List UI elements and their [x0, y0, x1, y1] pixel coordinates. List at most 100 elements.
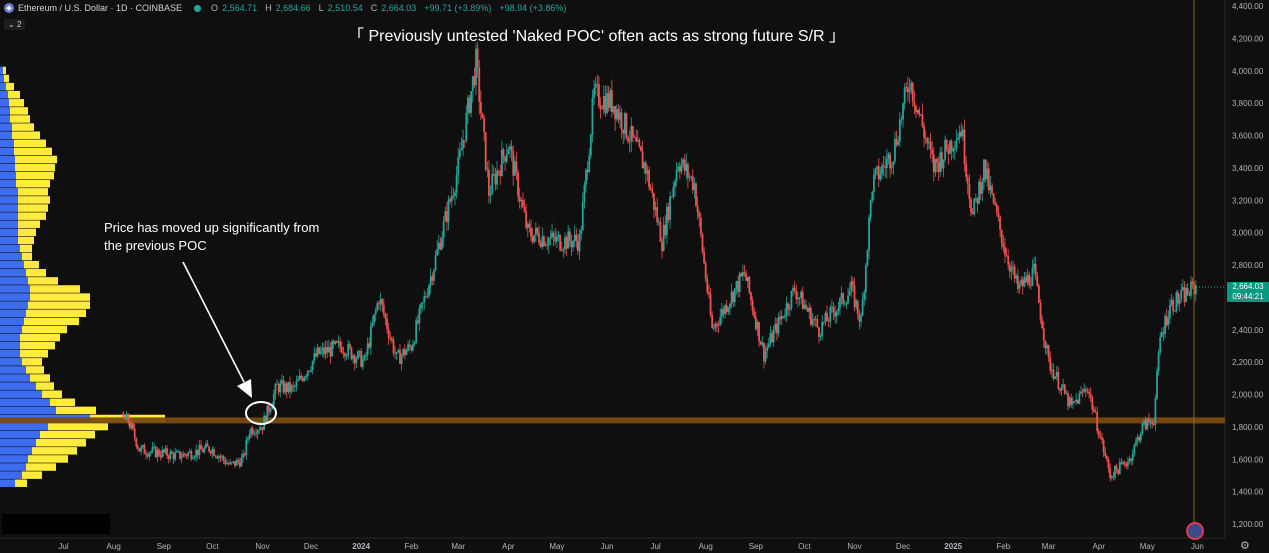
- annotation-arrow-line: [182, 261, 245, 383]
- candle-body: [334, 341, 337, 344]
- candle-body: [740, 273, 743, 276]
- candle-body: [1125, 464, 1128, 467]
- candle-body: [653, 193, 655, 210]
- candle-body: [1156, 371, 1158, 399]
- candle-body: [190, 451, 193, 459]
- candle-body: [188, 451, 191, 453]
- candle-body: [327, 346, 330, 353]
- candle-body: [619, 112, 621, 120]
- candle-body: [628, 141, 631, 143]
- candle-body: [245, 439, 248, 456]
- candle-body: [955, 140, 958, 149]
- candle-body: [754, 317, 757, 330]
- chart-title-annotation: 「 Previously untested 'Naked POC' often …: [348, 28, 846, 45]
- candle-body: [1028, 274, 1031, 286]
- candle-body: [389, 337, 392, 339]
- candle-body: [259, 427, 262, 430]
- candle-body: [300, 375, 303, 379]
- candle-body: [146, 455, 149, 457]
- candle-body: [423, 296, 426, 303]
- indicators-toggle[interactable]: ⌄ 2: [4, 19, 26, 30]
- profile-bar-yellow: [30, 285, 80, 293]
- candle-body: [1086, 391, 1089, 392]
- candle-body: [1054, 376, 1056, 379]
- candle-body: [310, 369, 312, 372]
- x-tick-label: Oct: [206, 542, 219, 551]
- candle-body: [248, 434, 251, 439]
- candle-body: [1138, 436, 1141, 441]
- candle-body: [699, 217, 702, 234]
- candle-body: [735, 281, 738, 289]
- candle-body: [1081, 391, 1084, 393]
- candle-body: [1050, 369, 1053, 371]
- gear-icon[interactable]: ⚙: [1240, 540, 1250, 552]
- candle-body: [984, 159, 987, 180]
- candle-body: [360, 351, 363, 367]
- candle-body: [860, 315, 862, 322]
- candle-body: [1046, 344, 1048, 349]
- candle-body: [795, 291, 798, 300]
- candle-body: [1177, 292, 1179, 304]
- candle-body: [564, 237, 566, 250]
- candle-body: [716, 323, 718, 326]
- candle-body: [449, 199, 452, 202]
- candle-body: [1080, 391, 1082, 394]
- candle-body: [788, 308, 791, 310]
- candle-body: [957, 137, 959, 141]
- candle-body: [517, 172, 519, 197]
- candle-body: [1131, 453, 1134, 461]
- candle-body: [809, 307, 812, 325]
- candle-body: [226, 463, 228, 465]
- candle-body: [1063, 384, 1066, 394]
- candle-body: [632, 126, 634, 137]
- candle-body: [232, 461, 235, 463]
- high-value: 2,684.66: [275, 3, 311, 13]
- us-flag-icon[interactable]: [1186, 522, 1204, 540]
- candle-body: [1130, 458, 1133, 461]
- candle-body: [827, 320, 830, 322]
- candle-body: [1067, 393, 1069, 407]
- candle-body: [1160, 332, 1163, 338]
- profile-bar-yellow: [48, 422, 108, 431]
- candle-body: [1007, 256, 1010, 265]
- candle-body: [193, 456, 196, 459]
- candle-body: [850, 281, 853, 291]
- candle-body: [410, 346, 413, 351]
- candle-body: [280, 380, 283, 384]
- last-price-value: 2,664.03: [1232, 282, 1264, 291]
- candle-body: [1071, 401, 1074, 405]
- candle-body: [591, 97, 594, 135]
- candle-body: [712, 327, 715, 329]
- candle-body: [201, 449, 204, 453]
- candle-body: [378, 303, 380, 305]
- candle-body: [1123, 462, 1126, 465]
- x-tick-label: Jun: [1191, 542, 1204, 551]
- candle-body: [1034, 263, 1037, 277]
- candle-body: [1173, 310, 1176, 312]
- candle-body: [1154, 398, 1157, 425]
- candle-body: [513, 161, 516, 176]
- candle-body: [363, 355, 366, 360]
- x-tick-label: May: [549, 542, 564, 551]
- profile-bar-yellow: [42, 390, 62, 398]
- redacted-block: [2, 514, 110, 534]
- candle-body: [292, 385, 295, 387]
- symbol-label[interactable]: Ethereum / U.S. Dollar · 1D · COINBASE: [18, 3, 183, 13]
- candle-body: [918, 109, 921, 115]
- candle-body: [704, 263, 707, 280]
- candle-body: [499, 171, 502, 177]
- last-price-tag: 2,664.03 09:44:21: [1227, 282, 1269, 302]
- candle-body: [976, 197, 979, 204]
- profile-bar-blue: [0, 366, 26, 374]
- y-tick-label: 2,400.00: [1232, 326, 1264, 335]
- candle-body: [132, 423, 134, 429]
- candle-body: [1126, 461, 1129, 467]
- candle-body: [764, 350, 767, 362]
- candle-body: [1188, 294, 1191, 296]
- candle-body: [916, 109, 919, 113]
- candle-body: [1016, 275, 1019, 289]
- candle-body: [326, 347, 329, 353]
- candle-body: [256, 430, 259, 435]
